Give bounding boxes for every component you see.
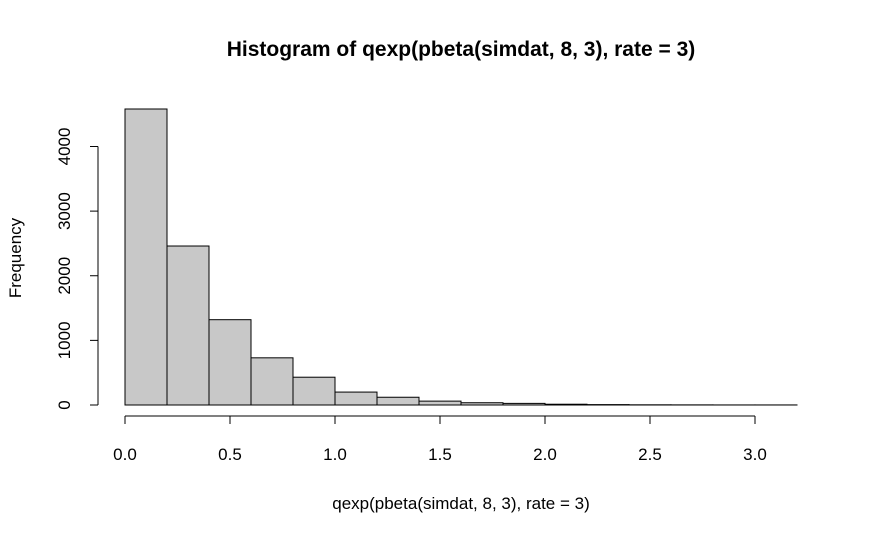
histogram-bar	[460, 402, 504, 406]
y-tick-label: 1000	[55, 321, 74, 359]
bars-group	[124, 108, 798, 406]
histogram-bar	[250, 357, 294, 406]
x-tick-label: 2.0	[533, 445, 557, 464]
x-tick-label: 1.5	[428, 445, 452, 464]
histogram-bar	[544, 403, 588, 406]
x-tick-label: 2.5	[638, 445, 662, 464]
histogram-bar	[124, 108, 168, 406]
x-axis: 0.0 0.5 1.0 1.5 2.0 2.5 3.0	[113, 415, 767, 464]
y-axis: 0 1000 2000 3000 4000	[55, 128, 99, 410]
histogram-bar	[292, 376, 336, 406]
histogram-bar	[502, 402, 546, 406]
x-tick-label: 3.0	[743, 445, 767, 464]
x-tick-label: 0.0	[113, 445, 137, 464]
x-tick-label: 0.5	[218, 445, 242, 464]
histogram-bar	[208, 319, 252, 406]
y-axis-label: Frequency	[6, 217, 25, 298]
histogram-bar	[418, 400, 462, 406]
chart-title: Histogram of qexp(pbeta(simdat, 8, 3), r…	[227, 38, 696, 61]
x-tick-label: 1.0	[323, 445, 347, 464]
histogram-bar	[166, 245, 210, 406]
y-tick-label: 3000	[55, 192, 74, 230]
y-tick-label: 2000	[55, 257, 74, 295]
y-tick-label: 0	[55, 400, 74, 409]
x-axis-label: qexp(pbeta(simdat, 8, 3), rate = 3)	[332, 494, 590, 513]
y-tick-label: 4000	[55, 128, 74, 166]
histogram-bar	[334, 391, 378, 406]
histogram-bar	[376, 396, 420, 406]
